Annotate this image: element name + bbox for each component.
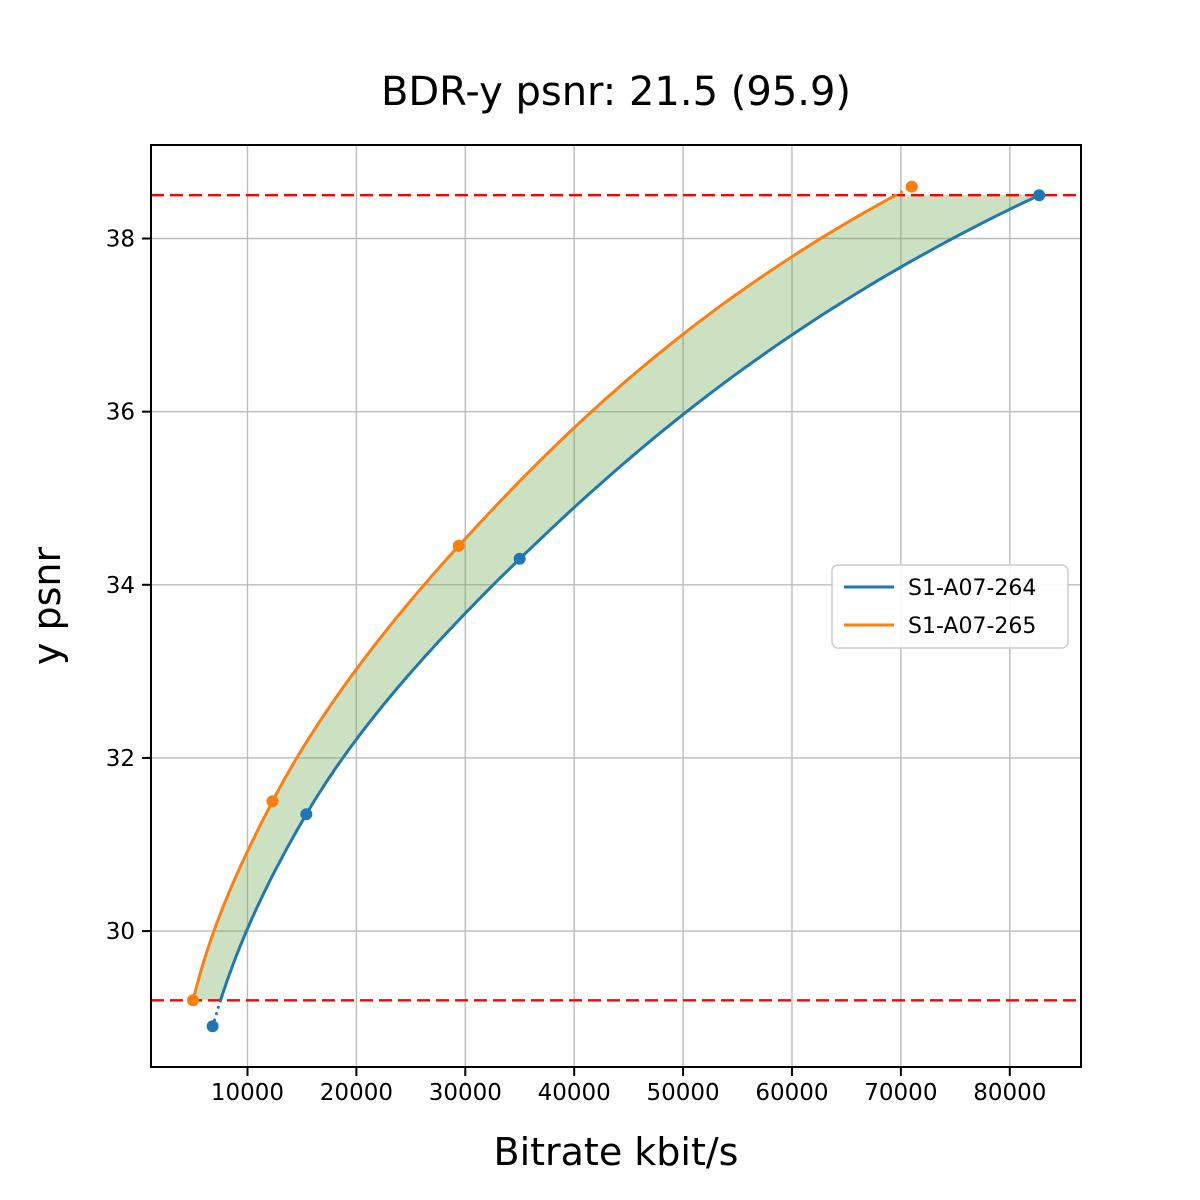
data-point-S1-A07-264 (300, 808, 313, 821)
y-tick-label: 34 (106, 573, 135, 599)
data-point-S1-A07-264 (1033, 189, 1046, 202)
legend-label-S1-A07-265: S1-A07-265 (908, 614, 1036, 639)
data-point-S1-A07-265 (905, 180, 918, 193)
y-tick-label: 36 (106, 400, 135, 426)
x-tick-label: 80000 (973, 1080, 1046, 1106)
y-tick-label: 32 (106, 746, 135, 772)
x-tick-label: 20000 (320, 1080, 393, 1106)
series-curve-S1-A07-265 (191, 193, 897, 1001)
x-tick-label: 50000 (646, 1080, 719, 1106)
data-point-S1-A07-264 (513, 552, 526, 565)
x-tick-label: 60000 (755, 1080, 828, 1106)
y-axis-label: y psnr (25, 546, 69, 666)
chart-title: BDR-y psnr: 21.5 (95.9) (380, 69, 852, 115)
plot-border (150, 144, 1082, 1068)
x-tick-label: 30000 (429, 1080, 502, 1106)
x-tick-label: 40000 (538, 1080, 611, 1106)
x-axis-label: Bitrate kbit/s (493, 1130, 739, 1174)
data-point-S1-A07-265 (266, 795, 279, 808)
legend-label-S1-A07-264: S1-A07-264 (908, 576, 1036, 601)
x-tick-label: 70000 (864, 1080, 937, 1106)
y-tick-label: 30 (106, 919, 135, 945)
data-point-S1-A07-265 (452, 539, 465, 552)
x-tick-label: 10000 (211, 1080, 284, 1106)
series-curve-S1-A07-264 (219, 193, 1040, 1001)
data-point-S1-A07-265 (187, 994, 199, 1007)
y-tick-label: 38 (106, 226, 135, 252)
data-point-S1-A07-264 (206, 1020, 219, 1033)
